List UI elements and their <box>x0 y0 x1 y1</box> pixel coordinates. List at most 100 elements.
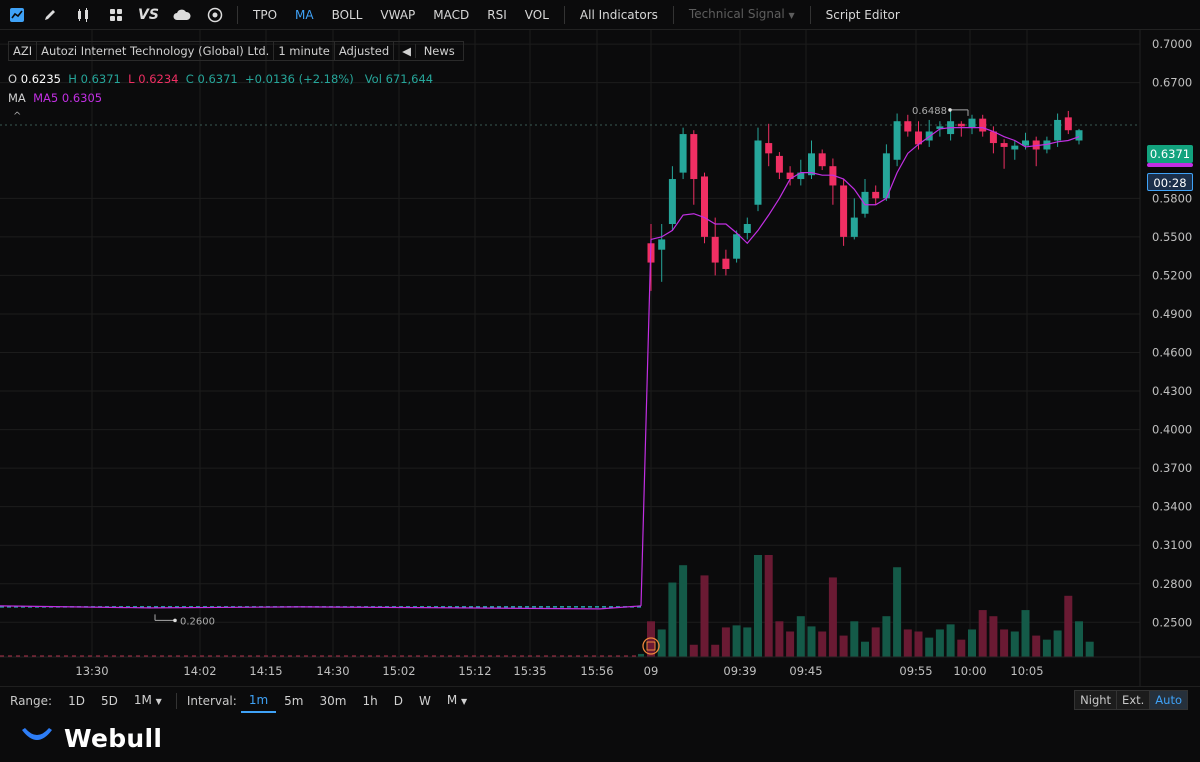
ma5-value: MA5 0.6305 <box>33 91 103 105</box>
news-button[interactable]: ◀ News <box>394 42 463 60</box>
candle-body <box>893 121 901 160</box>
range-label: Range: <box>10 693 53 708</box>
markers: 0.6488 0.2600 <box>154 106 969 655</box>
volume-bar <box>775 621 784 657</box>
mode-night[interactable]: Night <box>1075 691 1118 709</box>
chart-toolbar: VS TPO MA BOLL VWAP MACD RSI VOL All Ind… <box>0 0 1200 30</box>
indicator-boll[interactable]: BOLL <box>331 7 363 22</box>
indicator-ma[interactable]: MA <box>295 7 314 22</box>
price-chart[interactable]: 0.6488 0.2600 0.7000 0.6700 0.5800 0.5500 0.5… <box>0 30 1200 686</box>
candle-body <box>850 217 858 237</box>
interval-m[interactable]: M ▼ <box>439 687 475 715</box>
volume-bars <box>0 555 1094 657</box>
range-1d[interactable]: 1D <box>68 693 85 708</box>
instrument-name: Autozi Internet Technology (Global) Ltd. <box>37 42 275 60</box>
mode-ext[interactable]: Ext. <box>1117 691 1151 709</box>
interval-label[interactable]: 1 minute <box>274 42 335 60</box>
volume-bar <box>689 644 698 657</box>
time-tick-label: 09 <box>644 664 659 678</box>
candle-body <box>989 131 997 144</box>
ma-label: MA <box>8 91 26 105</box>
volume-bar <box>978 610 987 657</box>
change-value: +0.0136 (+2.18%) <box>245 72 354 86</box>
toolbar-divider <box>563 5 565 24</box>
mode-auto[interactable]: Auto <box>1150 691 1187 709</box>
indicator-vwap[interactable]: VWAP <box>380 7 416 22</box>
low-label: L <box>128 72 135 86</box>
pen-icon[interactable] <box>33 0 66 30</box>
volume-bar <box>1032 635 1041 657</box>
volume-bar <box>946 624 955 657</box>
open-label: O <box>8 72 18 86</box>
volume-bar <box>1021 610 1030 657</box>
interval-w[interactable]: W <box>418 693 431 708</box>
time-tick-label: 14:30 <box>316 664 349 678</box>
volume-bar <box>807 626 816 657</box>
time-tick-label: 10:00 <box>953 664 986 678</box>
adjusted-label[interactable]: Adjusted <box>335 42 395 60</box>
candle-body <box>701 176 708 237</box>
session-ma5-line <box>640 127 1080 606</box>
candle-body <box>861 191 869 214</box>
technical-signal-dropdown[interactable]: Technical Signal ▼ <box>680 0 804 31</box>
interval-5m[interactable]: 5m <box>284 693 304 708</box>
price-tick-label: 0.3700 <box>1152 461 1192 475</box>
event-icon <box>642 637 660 655</box>
candle-body <box>690 134 698 180</box>
grid-icon[interactable] <box>99 0 132 30</box>
volume-bar <box>1053 630 1062 657</box>
footer: Webull <box>0 714 1200 762</box>
vs-label: VS <box>138 6 159 23</box>
interval-30m[interactable]: 30m <box>319 693 347 708</box>
price-tick-label: 0.7000 <box>1152 37 1192 51</box>
cloud-icon[interactable] <box>165 0 198 30</box>
price-tick-label: 0.6700 <box>1152 76 1192 90</box>
range-1m[interactable]: 1M ▼ <box>126 687 170 715</box>
collapse-legend-icon[interactable]: ^ <box>13 111 22 122</box>
volume-bar <box>893 567 902 657</box>
candle-body <box>1011 145 1019 150</box>
indicator-rsi[interactable]: RSI <box>487 7 507 22</box>
indicator-macd[interactable]: MACD <box>433 7 470 22</box>
vs-icon[interactable]: VS <box>132 0 165 30</box>
interval-1h[interactable]: 1h <box>362 693 378 708</box>
volume-bar <box>796 616 805 657</box>
indicator-tpo[interactable]: TPO <box>253 7 278 22</box>
candles-icon[interactable] <box>66 0 99 30</box>
chart-icon[interactable] <box>0 0 33 30</box>
volume-bar <box>882 616 891 657</box>
countdown-tag: 00:28 <box>1147 173 1193 191</box>
chart-grid <box>0 30 1140 657</box>
volume-bar <box>861 641 869 657</box>
symbol[interactable]: AZI <box>9 42 38 60</box>
interval-1m[interactable]: 1m <box>240 689 277 713</box>
all-indicators-button[interactable]: All Indicators <box>579 7 658 22</box>
volume-bar <box>1042 639 1051 657</box>
time-tick-label: 14:15 <box>249 664 282 678</box>
price-tick-label: 0.4600 <box>1152 345 1192 359</box>
caret-down-icon: ▼ <box>788 10 795 20</box>
time-tick-label: 15:12 <box>458 664 491 678</box>
range-5d[interactable]: 5D <box>100 693 118 708</box>
ma5-price-tag <box>1147 163 1193 167</box>
toolbar-divider <box>672 5 674 24</box>
candle-body <box>679 134 687 173</box>
interval-d[interactable]: D <box>393 693 403 708</box>
candle-body <box>882 153 890 199</box>
chart-area[interactable]: 0.6488 0.2600 0.7000 0.6700 0.5800 0.5500 0.5… <box>0 30 1200 686</box>
volume-bar <box>839 635 848 657</box>
time-tick-label: 13:30 <box>75 664 108 678</box>
candle-body <box>797 172 805 180</box>
dollar-icon[interactable] <box>198 0 231 30</box>
price-tick-label: 0.2800 <box>1152 577 1192 591</box>
high-value: 0.6371 <box>80 72 121 86</box>
indicator-vol[interactable]: VOL <box>524 7 549 22</box>
candle-body <box>765 143 773 154</box>
time-tick-label: 10:05 <box>1010 664 1043 678</box>
candle-body <box>872 191 880 199</box>
interval-m-label: M <box>446 692 458 707</box>
script-editor-button[interactable]: Script Editor <box>825 7 900 22</box>
range-interval-bar: Range: 1D 5D 1M ▼ Interval: 1m 5m 30m 1h… <box>0 686 1200 714</box>
volume-bar <box>850 621 859 657</box>
ma-row[interactable]: MA MA5 0.6305 <box>8 91 102 105</box>
